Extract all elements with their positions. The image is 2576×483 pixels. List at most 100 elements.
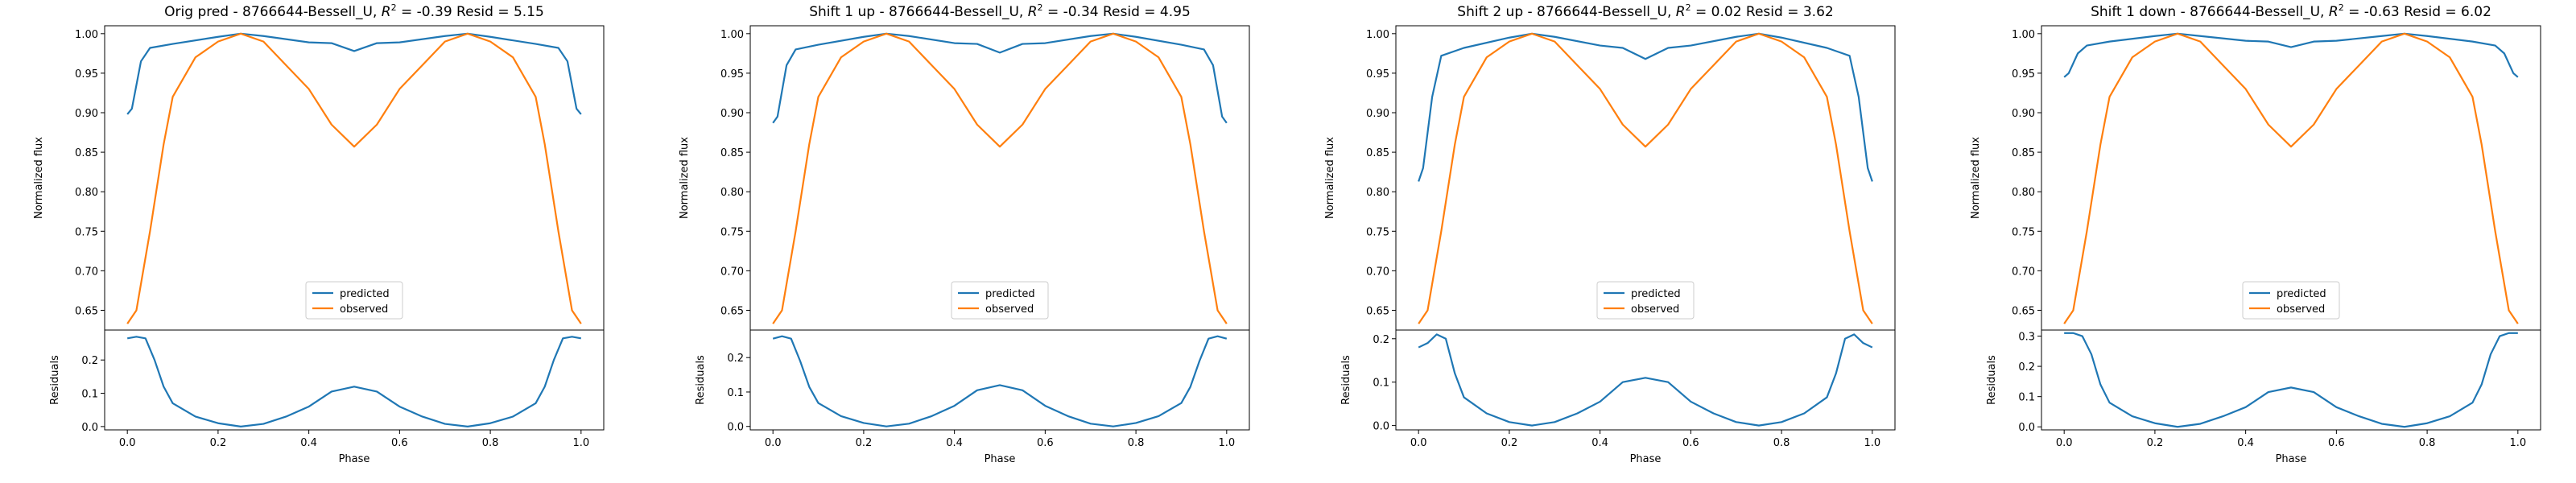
- subplot-title: Shift 1 down - 8766644-Bessell_U, R2 = -…: [2091, 2, 2491, 20]
- x-tick-label: 0.6: [1037, 437, 1054, 449]
- x-tick-label: 0.4: [2237, 437, 2254, 449]
- subplot-title: Shift 1 up - 8766644-Bessell_U, R2 = -0.…: [809, 2, 1191, 20]
- residuals-line: [2064, 332, 2518, 428]
- title-prefix: Orig pred - 8766644-Bessell_U,: [164, 4, 382, 20]
- title-r2-symbol: R: [1028, 4, 1038, 20]
- title-prefix: Shift 1 up - 8766644-Bessell_U,: [809, 4, 1028, 20]
- x-tick-label: 1.0: [1864, 437, 1880, 449]
- x-tick-label: 0.6: [2328, 437, 2345, 449]
- residuals-axes-frame: [1395, 329, 1896, 431]
- residuals-y-tick-label: 0.0: [81, 422, 98, 434]
- subplot-title: Orig pred - 8766644-Bessell_U, R2 = -0.3…: [164, 2, 544, 20]
- residuals-y-tick-label: 0.2: [81, 355, 98, 367]
- flux-y-axis-label: Normalized flux: [1324, 137, 1336, 219]
- flux-y-tick-label: 0.75: [720, 226, 744, 238]
- residuals-y-axis-label: Residuals: [1986, 355, 1998, 405]
- flux-y-tick-label: 0.75: [2012, 226, 2035, 238]
- residuals-axes-frame: [2041, 329, 2541, 431]
- flux-y-tick-label: 0.70: [2012, 266, 2035, 278]
- x-tick-label: 0.8: [2419, 437, 2436, 449]
- x-tick-label: 0.0: [1410, 437, 1427, 449]
- x-axis-label: Phase: [339, 453, 370, 465]
- flux-y-tick-label: 0.95: [720, 68, 744, 80]
- x-tick-label: 0.6: [1682, 437, 1699, 449]
- title-r2-superscript: 2: [391, 2, 397, 13]
- flux-y-axis-label: Normalized flux: [33, 137, 45, 219]
- flux-y-tick-label: 0.65: [1366, 305, 1389, 317]
- legend: predicted observed: [2242, 281, 2340, 320]
- residuals-y-tick-label: 0.1: [81, 389, 98, 401]
- legend-box: [951, 281, 1049, 320]
- x-tick-label: 1.0: [572, 437, 589, 449]
- title-r2-superscript: 2: [2339, 2, 2344, 13]
- flux-y-tick-label: 0.80: [720, 187, 744, 199]
- series-line-predicted: [2063, 32, 2519, 78]
- residuals-y-axis-label: Residuals: [695, 355, 707, 405]
- flux-y-tick-label: 0.90: [75, 108, 98, 120]
- flux-y-tick-label: 0.80: [1366, 187, 1389, 199]
- title-r2-symbol: R: [2329, 4, 2339, 20]
- flux-y-tick-label: 0.90: [720, 108, 744, 120]
- legend-label-predicted: predicted: [2277, 288, 2326, 300]
- flux-y-axis-label: Normalized flux: [679, 137, 691, 219]
- subplot-2: Shift 1 up - 8766644-Bessell_U, R2 = -0.…: [679, 2, 1250, 465]
- x-tick-label: 0.0: [119, 437, 136, 449]
- x-tick-label: 0.2: [1501, 437, 1518, 449]
- title-r2-symbol: R: [382, 4, 391, 20]
- legend-box: [2242, 281, 2340, 320]
- flux-y-tick-label: 0.90: [1366, 108, 1389, 120]
- flux-y-axis-label: Normalized flux: [1970, 137, 1982, 219]
- subplot-title: Shift 2 up - 8766644-Bessell_U, R2 = 0.0…: [1457, 2, 1833, 20]
- series-line-observed: [1418, 32, 1873, 324]
- flux-y-tick-label: 0.95: [1366, 68, 1389, 80]
- legend-label-predicted: predicted: [1631, 288, 1681, 300]
- residuals-y-axis-label: Residuals: [1340, 355, 1352, 405]
- title-suffix: = -0.63 Resid = 6.02: [2344, 4, 2491, 20]
- flux-y-tick-label: 0.85: [1366, 147, 1389, 159]
- legend: predicted observed: [1596, 281, 1695, 320]
- residuals-y-tick-label: 0.3: [2018, 332, 2035, 344]
- title-suffix: = 0.02 Resid = 3.62: [1691, 4, 1834, 20]
- series-line-predicted: [772, 32, 1228, 124]
- title-suffix: = -0.34 Resid = 4.95: [1043, 4, 1191, 20]
- residuals-y-tick-label: 0.1: [1373, 378, 1389, 390]
- x-tick-label: 0.6: [391, 437, 408, 449]
- flux-y-tick-label: 0.80: [2012, 187, 2035, 199]
- residuals-line: [126, 336, 582, 427]
- series-line-observed: [772, 32, 1228, 324]
- subplot-1: Orig pred - 8766644-Bessell_U, R2 = -0.3…: [33, 2, 605, 465]
- x-tick-label: 0.8: [1128, 437, 1145, 449]
- residuals-y-tick-label: 0.0: [2018, 422, 2035, 434]
- x-tick-label: 0.2: [2147, 437, 2164, 449]
- legend-label-predicted: predicted: [985, 288, 1035, 300]
- flux-y-tick-label: 0.65: [2012, 305, 2035, 317]
- x-tick-label: 1.0: [2509, 437, 2526, 449]
- residuals-y-tick-label: 0.1: [2018, 392, 2035, 404]
- x-tick-label: 0.8: [1773, 437, 1790, 449]
- x-tick-label: 0.8: [482, 437, 499, 449]
- flux-y-tick-label: 0.85: [75, 147, 98, 159]
- flux-y-tick-label: 0.85: [720, 147, 744, 159]
- flux-y-tick-label: 0.90: [2012, 108, 2035, 120]
- legend: predicted observed: [305, 281, 403, 320]
- flux-y-tick-label: 0.70: [75, 266, 98, 278]
- series-line-predicted: [126, 32, 582, 115]
- legend-label-observed: observed: [340, 303, 388, 316]
- x-tick-label: 0.4: [946, 437, 963, 449]
- x-tick-label: 1.0: [1218, 437, 1235, 449]
- residuals-y-tick-label: 0.2: [727, 353, 744, 365]
- legend-label-observed: observed: [985, 303, 1034, 316]
- x-axis-label: Phase: [985, 453, 1016, 465]
- flux-y-tick-label: 0.70: [720, 266, 744, 278]
- legend-label-observed: observed: [1631, 303, 1679, 316]
- flux-y-tick-label: 0.65: [75, 305, 98, 317]
- x-tick-label: 0.2: [210, 437, 227, 449]
- residuals-axes-frame: [104, 329, 605, 431]
- residuals-y-tick-label: 0.0: [1373, 421, 1389, 433]
- title-r2-symbol: R: [1676, 4, 1686, 20]
- x-tick-label: 0.4: [300, 437, 317, 449]
- legend: predicted observed: [951, 281, 1049, 320]
- residuals-y-tick-label: 0.0: [727, 422, 744, 434]
- x-axis-label: Phase: [2276, 453, 2307, 465]
